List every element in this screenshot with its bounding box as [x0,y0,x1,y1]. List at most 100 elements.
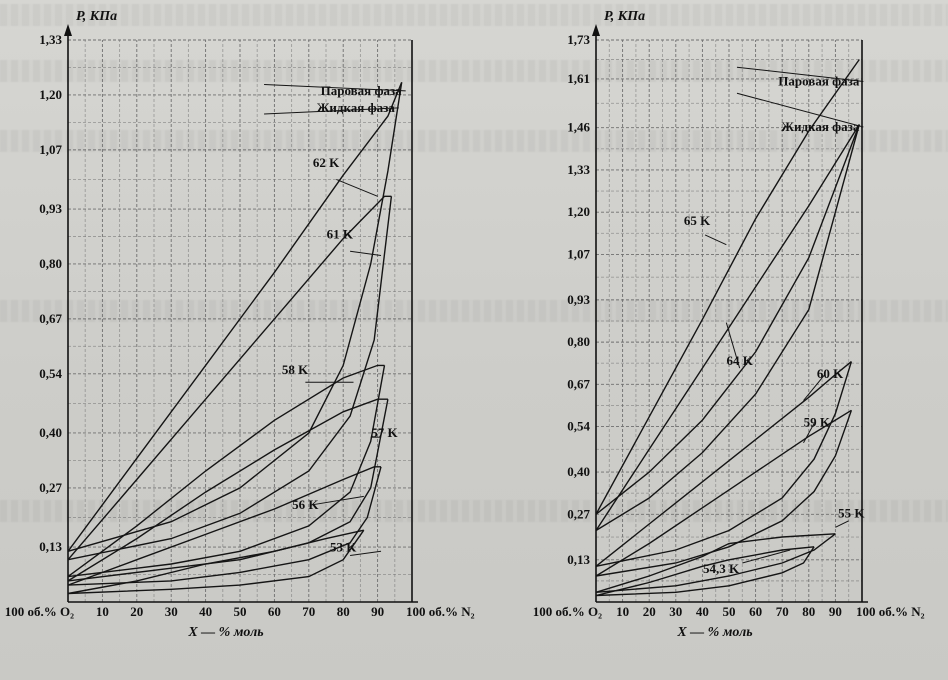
x-tick-label: 80 [802,604,815,619]
vapor-curve [595,124,860,531]
vapor-curve [67,82,403,552]
x-tick-label: 60 [749,604,762,619]
liquid-curve [595,124,860,532]
label-leader-line [803,423,815,444]
x-tick-label: 40 [696,604,709,619]
label-leader-line [742,549,791,564]
liquid-curve [67,466,382,586]
liquid-curve [67,82,403,552]
y-tick-label: 1,07 [39,142,62,157]
y-tick-label: 0,80 [39,256,62,271]
x-axis-title: X — % моль [676,625,752,640]
x-axis-left-end-label: 100 об.% O₂ [533,604,602,619]
x-tick-label: 20 [643,604,656,619]
label-leader-line [336,178,378,197]
x-axis-right-end-label: 100 об.% N₂ [406,604,475,619]
series-label: 59 K [804,415,831,430]
y-tick-label: 1,33 [567,162,590,177]
x-axis-right-end-label: 100 об.% N₂ [856,604,925,619]
label-leader-line [350,550,382,557]
y-tick-label: 1,20 [39,87,62,102]
x-tick-label: 20 [130,604,143,619]
vapor-curve [67,529,364,595]
liquid-curve [595,533,836,593]
bleed-through-text [0,500,948,522]
y-tick-label: 0,27 [39,480,62,495]
y-tick-label: 0,13 [39,539,62,554]
liquid-curve [595,410,853,577]
x-tick-label: 70 [776,604,789,619]
bleed-through-text [0,4,948,26]
label-leader-line [725,322,741,369]
series-label: 53 K [330,539,357,554]
vapor-curve [595,361,852,567]
vapor-curve [67,364,385,578]
x-tick-label: 90 [829,604,842,619]
vapor-curve [595,533,836,593]
legend-leader-line [264,107,399,115]
bleed-through-text [0,130,948,152]
series-label: 58 K [282,362,309,377]
y-tick-label: 0,13 [567,552,590,567]
legend-leader-line [264,83,406,92]
liquid-curve [67,529,365,595]
vapor-curve [595,59,860,515]
series-label: 55 K [838,506,865,521]
y-tick-label: 0,40 [39,425,62,440]
y-axis-title: P, КПа [76,9,117,24]
legend-label: Жидкая фаза [781,119,860,134]
vapor-curve [595,409,852,577]
y-tick-label: 1,61 [567,71,590,86]
y-tick-label: 1,73 [567,32,590,47]
vapor-curve [67,195,392,561]
y-tick-label: 0,54 [39,366,62,381]
y-tick-label: 1,46 [567,120,590,135]
y-axis-title: P, КПа [604,9,645,24]
series-label: 62 K [313,155,340,170]
series-label: 61 K [327,227,354,242]
phase-diagram-left: 0,13 0,27 0,40 0,54 0,67 0,80 0,93 1,07 1,20 1,33… [5,9,475,640]
y-tick-label: 1,07 [567,246,590,261]
label-leader-line [803,374,826,401]
bleed-through-text [0,300,948,322]
y-tick-label: 0,93 [39,201,62,216]
liquid-curve [67,365,386,578]
y-tick-label: 0,67 [39,311,62,326]
legend-leader-line [736,66,864,82]
y-axis-arrow [64,24,72,36]
series-label: 64 K [726,353,753,368]
x-tick-label: 10 [96,604,109,619]
x-tick-label: 90 [371,604,384,619]
x-tick-label: 40 [199,604,212,619]
y-tick-label: 0,93 [567,292,590,307]
x-axis-left-end-label: 100 об.% O₂ [5,604,74,619]
y-axis-arrow [592,24,600,36]
liquid-curve [595,546,815,597]
x-tick-label: 80 [337,604,350,619]
label-leader-line [312,495,364,506]
x-tick-label: 50 [234,604,247,619]
x-tick-label: 60 [268,604,281,619]
liquid-curve [595,124,860,515]
legend-label: Жидкая фаза [317,100,396,115]
vapor-curve [67,466,381,586]
liquid-curve [595,361,853,567]
legend-label: Паровая фаза [321,83,403,98]
y-tick-label: 0,54 [567,419,590,434]
series-label: 57 K [371,425,398,440]
x-tick-label: 50 [723,604,736,619]
label-leader-line [835,520,849,528]
phase-diagram-right: 0,13 0,27 0,40 0,54 0,67 0,80 0,93 1,07 1,20 1,33… [533,9,925,640]
liquid-curve [67,196,393,561]
series-label: 54,3 K [703,561,740,576]
vapor-curve [67,398,388,582]
y-tick-label: 0,40 [567,464,590,479]
y-tick-label: 1,33 [39,32,62,47]
x-tick-label: 30 [669,604,682,619]
legend-leader-line [736,92,864,128]
legend-label: Паровая фаза [778,73,860,88]
label-leader-line [704,234,727,246]
vapor-curve [595,546,815,597]
series-label: 56 K [292,497,319,512]
